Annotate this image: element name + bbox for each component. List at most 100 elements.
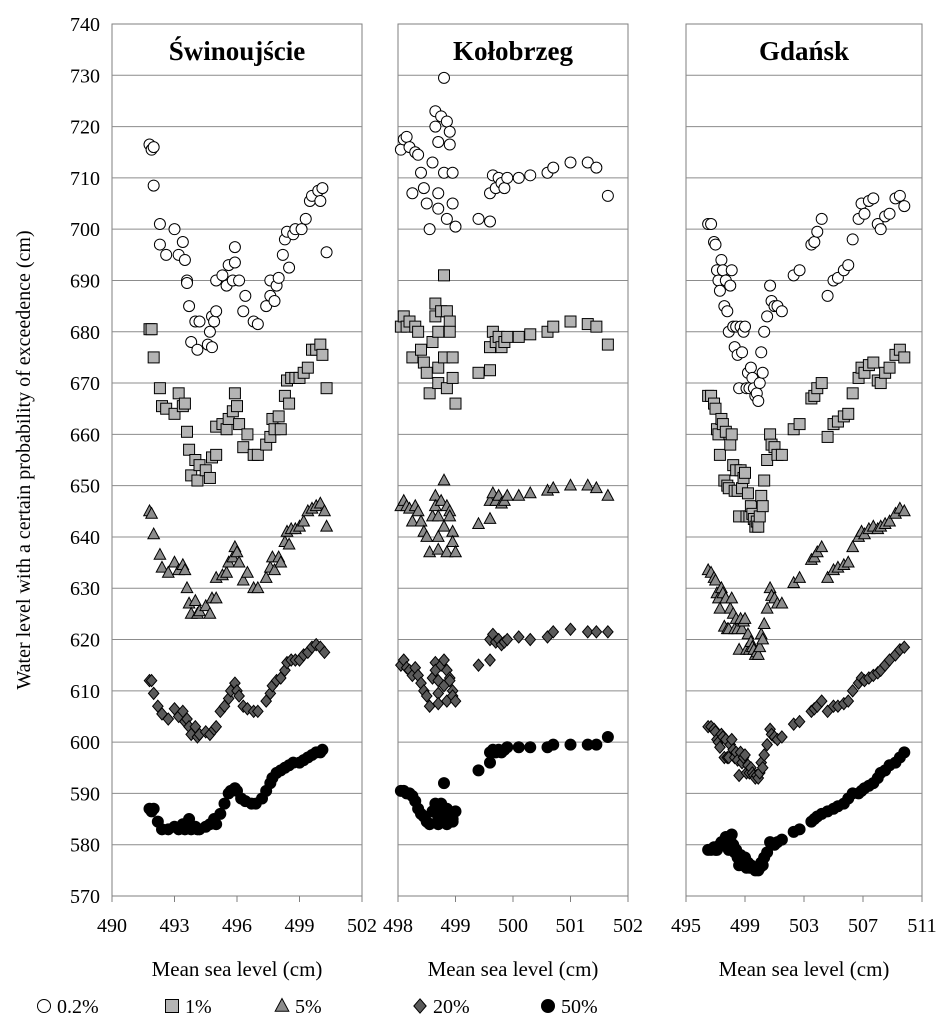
data-point <box>188 593 202 606</box>
data-point <box>512 630 525 644</box>
data-point <box>431 509 445 522</box>
data-point <box>156 707 168 721</box>
data-point <box>751 647 765 660</box>
legend-label: 5% <box>295 996 322 1018</box>
x-tick-label: 496 <box>222 915 252 937</box>
data-point <box>524 741 537 754</box>
x-tick-label: 502 <box>347 915 377 937</box>
data-point <box>589 480 603 494</box>
legend-marker <box>413 998 427 1014</box>
data-point <box>753 377 766 390</box>
data-point <box>193 315 206 328</box>
data-point <box>736 346 749 359</box>
series-1% <box>143 323 333 487</box>
data-point <box>858 207 871 220</box>
data-point <box>216 269 229 282</box>
data-point <box>472 658 485 672</box>
data-point <box>753 639 767 653</box>
data-point <box>501 330 514 343</box>
data-point <box>601 338 614 351</box>
data-point <box>725 828 738 841</box>
data-point <box>815 694 828 708</box>
data-point <box>867 192 880 205</box>
data-point <box>426 336 439 349</box>
data-point <box>512 171 525 184</box>
data-point <box>162 712 175 726</box>
data-point <box>846 539 860 553</box>
data-point <box>161 565 175 578</box>
y-tick-label: 720 <box>70 117 100 139</box>
data-point <box>231 400 243 413</box>
x-axis-label: Mean sea level (cm) <box>152 957 323 981</box>
y-tick-label: 660 <box>70 424 100 446</box>
x-tick-label: 499 <box>730 915 760 937</box>
data-point <box>145 673 158 688</box>
data-point <box>183 300 196 313</box>
data-point <box>432 135 445 148</box>
data-point <box>752 395 765 408</box>
data-point <box>314 338 327 351</box>
data-point <box>214 807 227 820</box>
data-point <box>438 269 450 282</box>
data-point <box>724 438 737 451</box>
data-point <box>446 371 459 384</box>
y-tick-label: 730 <box>70 65 100 87</box>
data-point <box>443 509 457 522</box>
data-point <box>274 423 287 436</box>
data-point <box>191 343 204 356</box>
data-point <box>199 598 213 612</box>
data-point <box>739 320 751 333</box>
data-point <box>320 246 333 259</box>
data-point <box>432 361 445 374</box>
data-point <box>168 407 181 420</box>
data-point <box>563 478 578 491</box>
y-tick-label: 680 <box>70 322 100 344</box>
data-point <box>406 187 419 200</box>
data-point <box>274 555 288 568</box>
plot-area <box>397 23 629 897</box>
data-point <box>793 264 806 277</box>
data-point <box>512 330 525 343</box>
data-point <box>147 686 160 701</box>
data-point <box>758 325 771 338</box>
data-point <box>756 632 770 645</box>
data-point <box>181 425 193 438</box>
y-tick-label: 600 <box>70 732 100 754</box>
data-point <box>267 562 282 576</box>
data-point <box>432 187 445 200</box>
data-point <box>705 218 718 231</box>
data-point <box>815 539 829 553</box>
data-point <box>815 377 828 390</box>
data-point <box>185 336 198 349</box>
data-point <box>883 207 896 220</box>
data-point <box>756 760 769 775</box>
data-point <box>709 402 722 415</box>
data-point <box>547 738 560 751</box>
data-point <box>423 223 436 236</box>
data-point <box>412 148 425 161</box>
data-point <box>738 611 752 624</box>
data-point <box>299 212 312 225</box>
data-point <box>206 341 218 354</box>
data-point <box>744 361 757 374</box>
data-point <box>808 236 821 248</box>
series-20% <box>394 622 614 714</box>
data-point <box>180 580 194 594</box>
data-point <box>434 493 448 506</box>
data-point <box>282 537 296 550</box>
y-tick-label: 620 <box>70 630 100 652</box>
data-point <box>484 653 496 667</box>
data-point <box>417 356 430 369</box>
data-point <box>272 271 285 284</box>
data-point <box>893 189 906 202</box>
data-point <box>841 555 855 568</box>
data-point <box>484 215 496 228</box>
data-point <box>715 253 728 266</box>
data-point <box>417 182 430 195</box>
data-point <box>739 748 751 762</box>
data-point <box>438 777 450 790</box>
series-0.2% <box>143 138 333 356</box>
data-point <box>233 689 245 703</box>
data-point <box>601 730 614 743</box>
